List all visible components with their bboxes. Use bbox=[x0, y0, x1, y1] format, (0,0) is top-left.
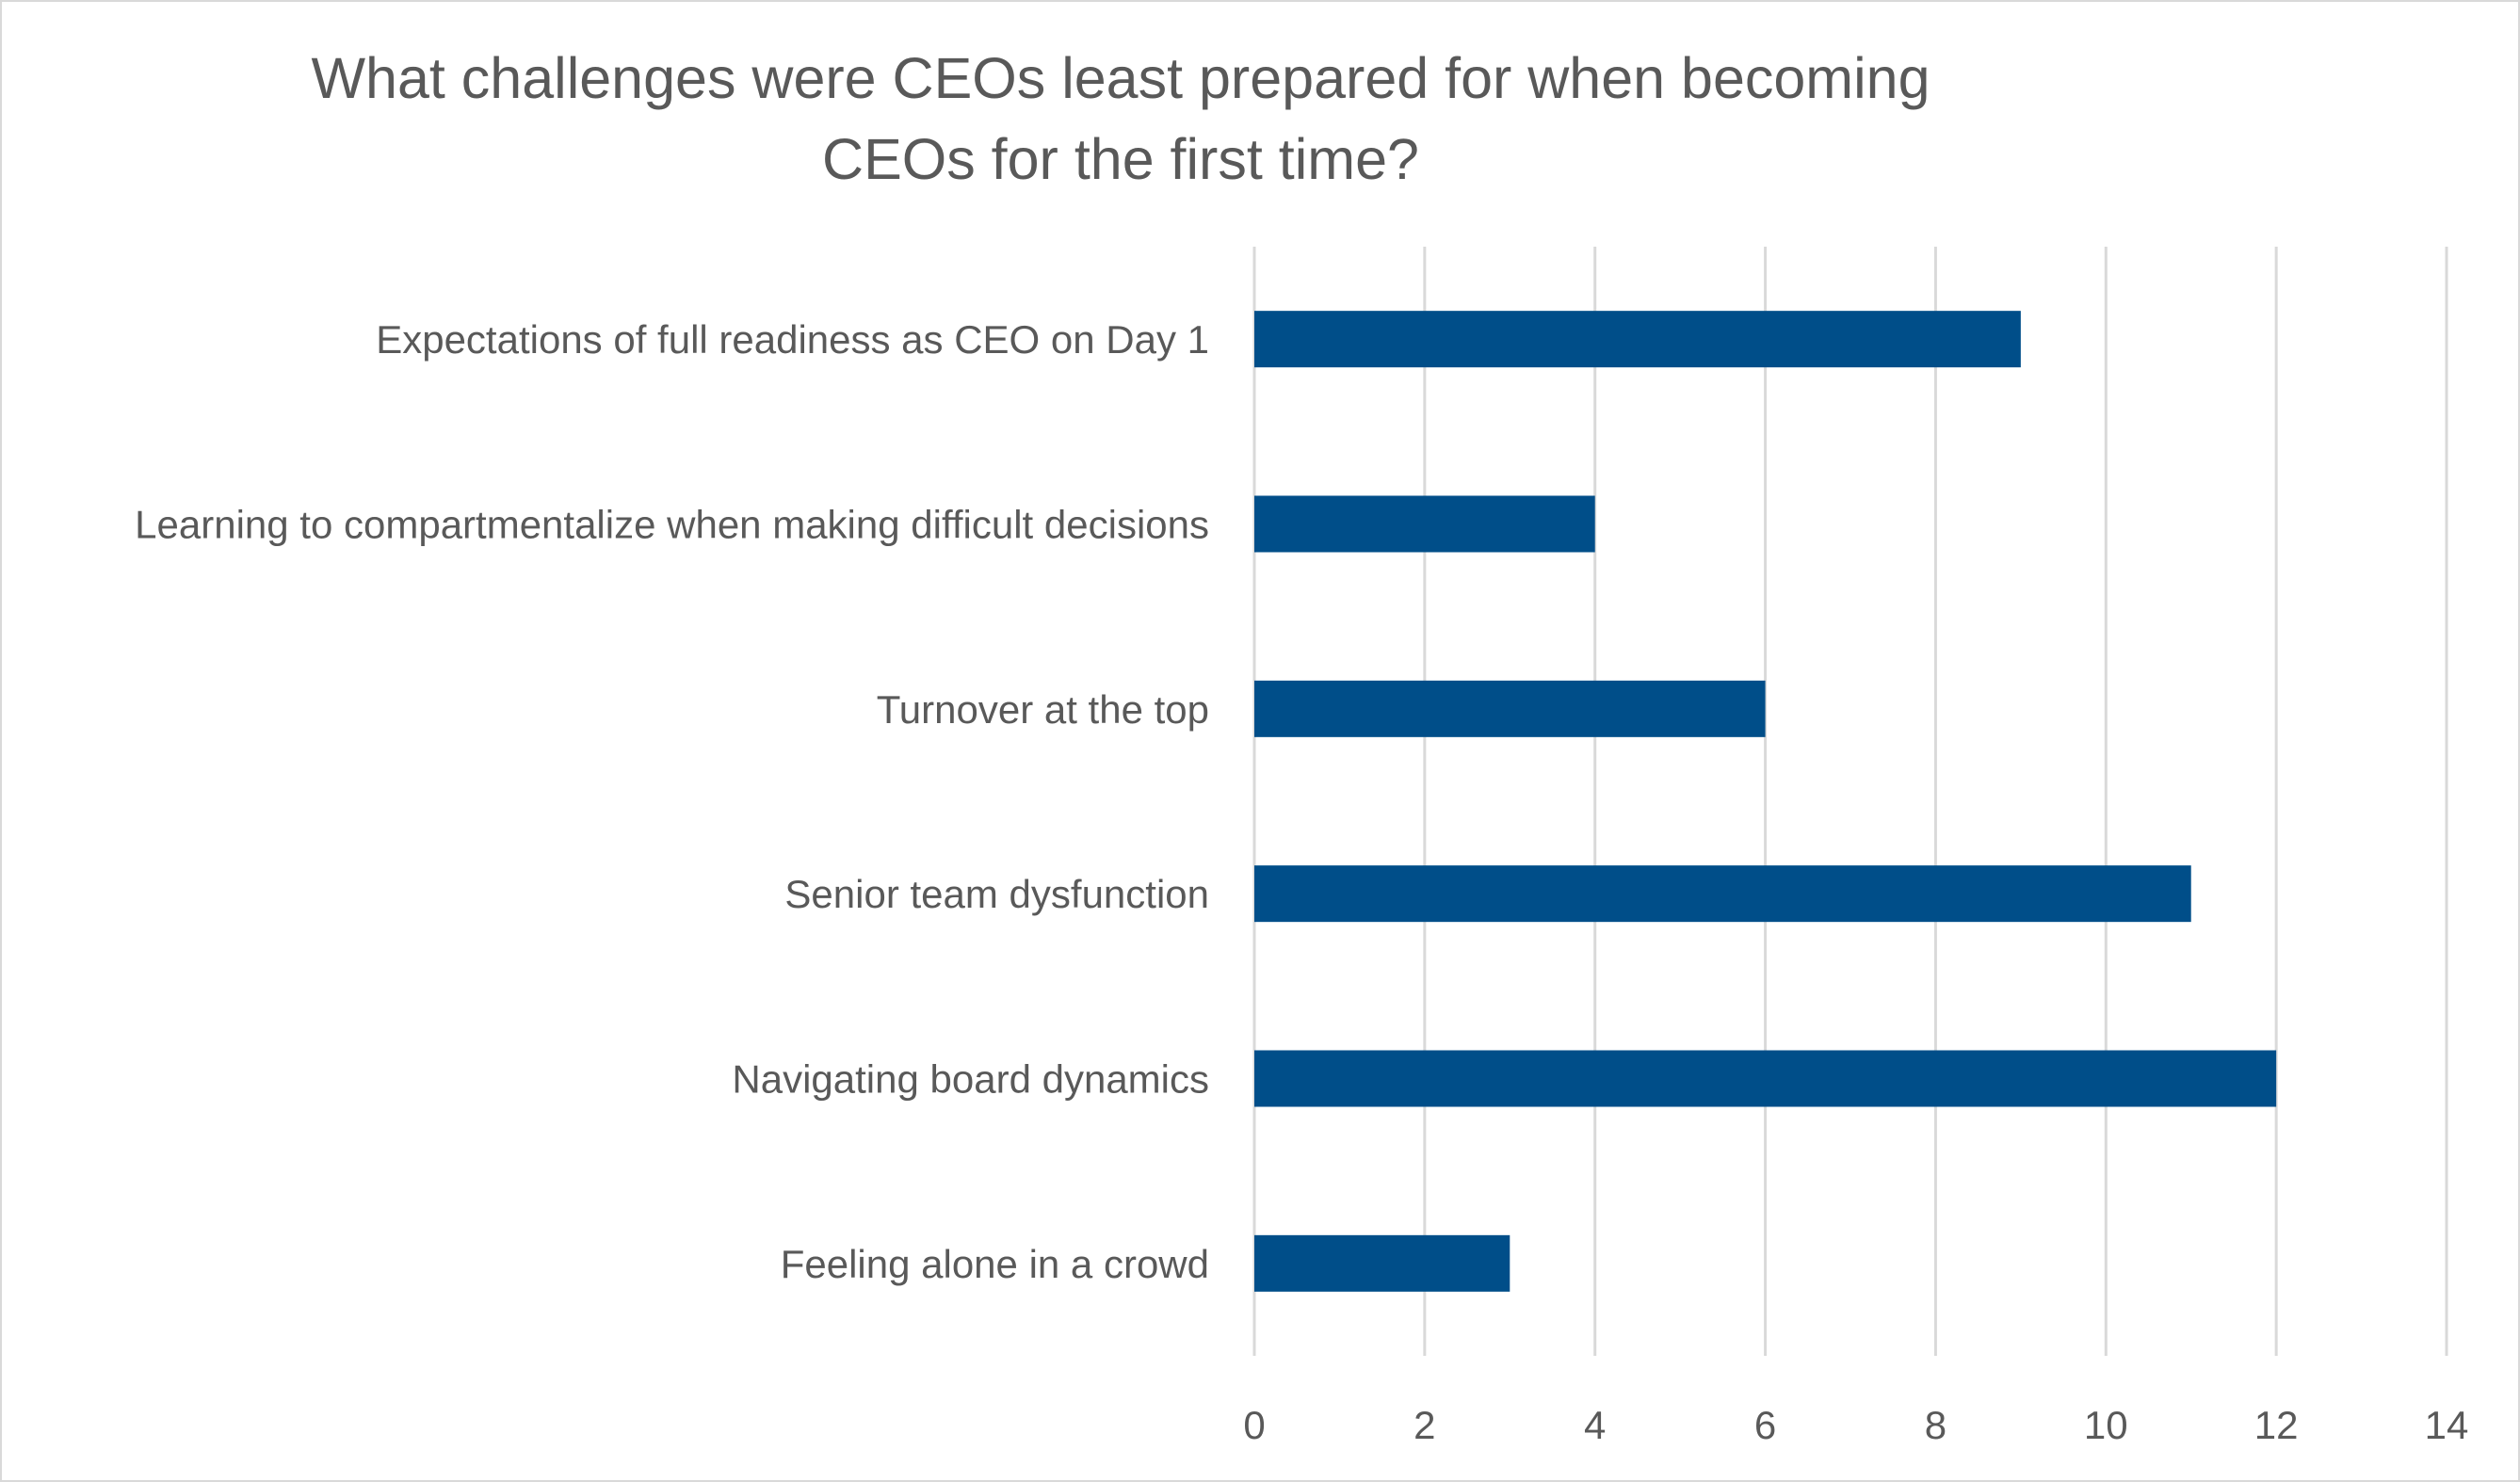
x-tick-label: 0 bbox=[1243, 1403, 1265, 1447]
x-tick-label: 6 bbox=[1754, 1403, 1776, 1447]
x-tick-label: 14 bbox=[2425, 1403, 2469, 1447]
x-tick-label: 12 bbox=[2254, 1403, 2299, 1447]
x-tick-label: 8 bbox=[1925, 1403, 1947, 1447]
x-tick-label: 2 bbox=[1413, 1403, 1435, 1447]
chart-title: What challenges were CEOs least prepared… bbox=[311, 46, 1930, 191]
x-tick-label: 4 bbox=[1584, 1403, 1606, 1447]
bars bbox=[1254, 311, 2277, 1292]
bar bbox=[1254, 1050, 2277, 1107]
category-label: Expectations of full readiness as CEO on… bbox=[376, 317, 1209, 362]
bar bbox=[1254, 495, 1595, 553]
bar bbox=[1254, 865, 2191, 923]
category-label: Turnover at the top bbox=[877, 687, 1209, 732]
category-label: Learning to compartmentalize when making… bbox=[135, 503, 1209, 547]
category-label: Navigating board dynamics bbox=[732, 1057, 1209, 1102]
bar bbox=[1254, 1234, 1510, 1292]
gridlines bbox=[1252, 247, 2448, 1356]
bar bbox=[1254, 680, 1766, 737]
x-tick-label: 10 bbox=[2084, 1403, 2128, 1447]
category-label: Feeling alone in a crowd bbox=[781, 1242, 1209, 1286]
x-axis-ticks: 0 2 4 6 8 10 12 14 bbox=[1243, 1403, 2468, 1447]
category-label: Senior team dysfunction bbox=[784, 872, 1209, 916]
bar bbox=[1254, 311, 2021, 368]
category-labels: Expectations of full readiness as CEO on… bbox=[135, 317, 1209, 1286]
